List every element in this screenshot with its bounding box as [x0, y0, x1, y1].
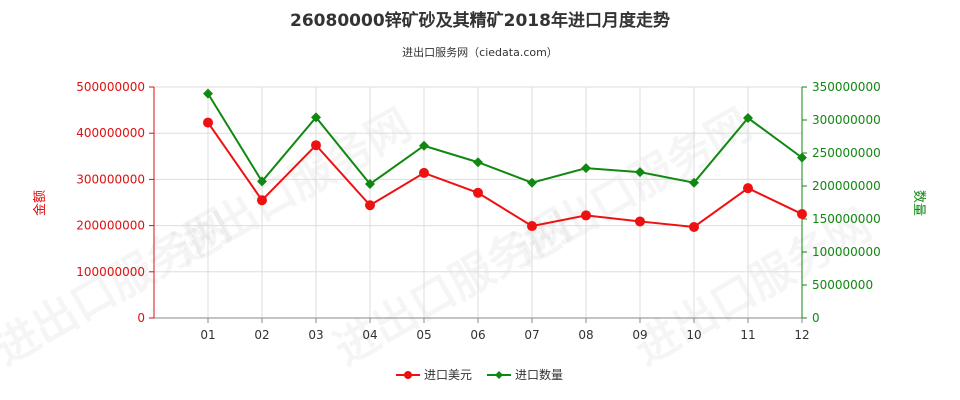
x-tick-label: 03 — [308, 328, 323, 342]
x-tick-label: 07 — [524, 328, 539, 342]
y-axis-left-label: 金额 — [32, 190, 48, 216]
series-1-point — [311, 140, 321, 151]
series-1-point — [743, 183, 753, 194]
y-right-tick-label: 350000000 — [812, 80, 881, 94]
series-1-point — [473, 187, 483, 198]
series-1-point — [419, 167, 429, 178]
series-2-point — [527, 177, 537, 188]
series-1-point — [635, 216, 645, 227]
y-right-tick-label: 300000000 — [812, 113, 881, 127]
series-1-point — [689, 221, 699, 232]
series-1-point — [527, 221, 537, 232]
y-left-tick-label: 400000000 — [76, 126, 145, 140]
series-2-point — [635, 167, 645, 178]
x-tick-label: 01 — [200, 328, 215, 342]
y-left-tick-label: 300000000 — [76, 172, 145, 186]
y-right-tick-label: 250000000 — [812, 146, 881, 160]
y-left-tick-label: 200000000 — [76, 219, 145, 233]
series-1-point — [797, 209, 807, 220]
x-tick-label: 02 — [254, 328, 269, 342]
x-tick-label: 05 — [416, 328, 431, 342]
y-right-tick-label: 100000000 — [812, 245, 881, 259]
y-right-tick-label: 200000000 — [812, 179, 881, 193]
series-2-point — [743, 113, 753, 124]
series-1-point — [365, 200, 375, 211]
x-tick-label: 11 — [740, 328, 755, 342]
legend-marker-1 — [404, 371, 412, 379]
y-right-tick-label: 150000000 — [812, 212, 881, 226]
left-axis-ticks: 0 100000000 200000000 300000000 400000000 500… — [76, 80, 154, 325]
series-line-1 — [207, 122, 803, 229]
legend-label-2: 进口数量 — [515, 367, 563, 382]
y-right-tick-label: 0 — [812, 311, 820, 325]
y-right-tick-label: 50000000 — [812, 278, 873, 292]
series-1-point — [581, 210, 591, 221]
watermark-text: 进出口服务网 — [166, 99, 420, 275]
y-left-tick-label: 500000000 — [76, 80, 145, 94]
series-2-point — [581, 163, 591, 174]
series-2-point — [257, 176, 267, 187]
x-tick-label: 09 — [632, 328, 647, 342]
y-left-tick-label: 100000000 — [76, 265, 145, 279]
series-2-point — [797, 152, 807, 163]
series-2-point — [689, 177, 699, 188]
chart-title: 26080000锌矿砂及其精矿2018年进口月度走势 — [290, 10, 670, 31]
x-tick-label: 12 — [794, 328, 809, 342]
series-2-point — [203, 88, 213, 99]
series-layer — [203, 88, 807, 232]
series-2-point — [365, 179, 375, 190]
x-axis-ticks: 01 02 03 04 05 06 07 08 09 10 11 12 — [200, 318, 810, 342]
x-tick-label: 08 — [578, 328, 593, 342]
legend: 进口美元 进口数量 — [396, 367, 563, 382]
legend-marker-2 — [495, 371, 503, 379]
y-axis-right-label: 数量 — [911, 190, 926, 216]
x-tick-label: 10 — [686, 328, 701, 342]
x-tick-label: 04 — [362, 328, 377, 342]
series-2-point — [473, 157, 483, 168]
watermark-text: 进出口服务网 — [506, 99, 760, 275]
series-2-point — [311, 112, 321, 123]
y-left-tick-label: 0 — [137, 311, 145, 325]
right-axis-ticks: 0 50000000 100000000 150000000 200000000 2500… — [802, 80, 881, 325]
series-line-2 — [207, 93, 803, 186]
x-tick-label: 06 — [470, 328, 485, 342]
series-1-point — [257, 195, 267, 206]
series-2-point — [419, 140, 429, 151]
series-1-point — [203, 117, 213, 128]
legend-label-1: 进口美元 — [424, 368, 472, 382]
chart-subtitle: 进出口服务网（ciedata.com） — [402, 45, 558, 59]
